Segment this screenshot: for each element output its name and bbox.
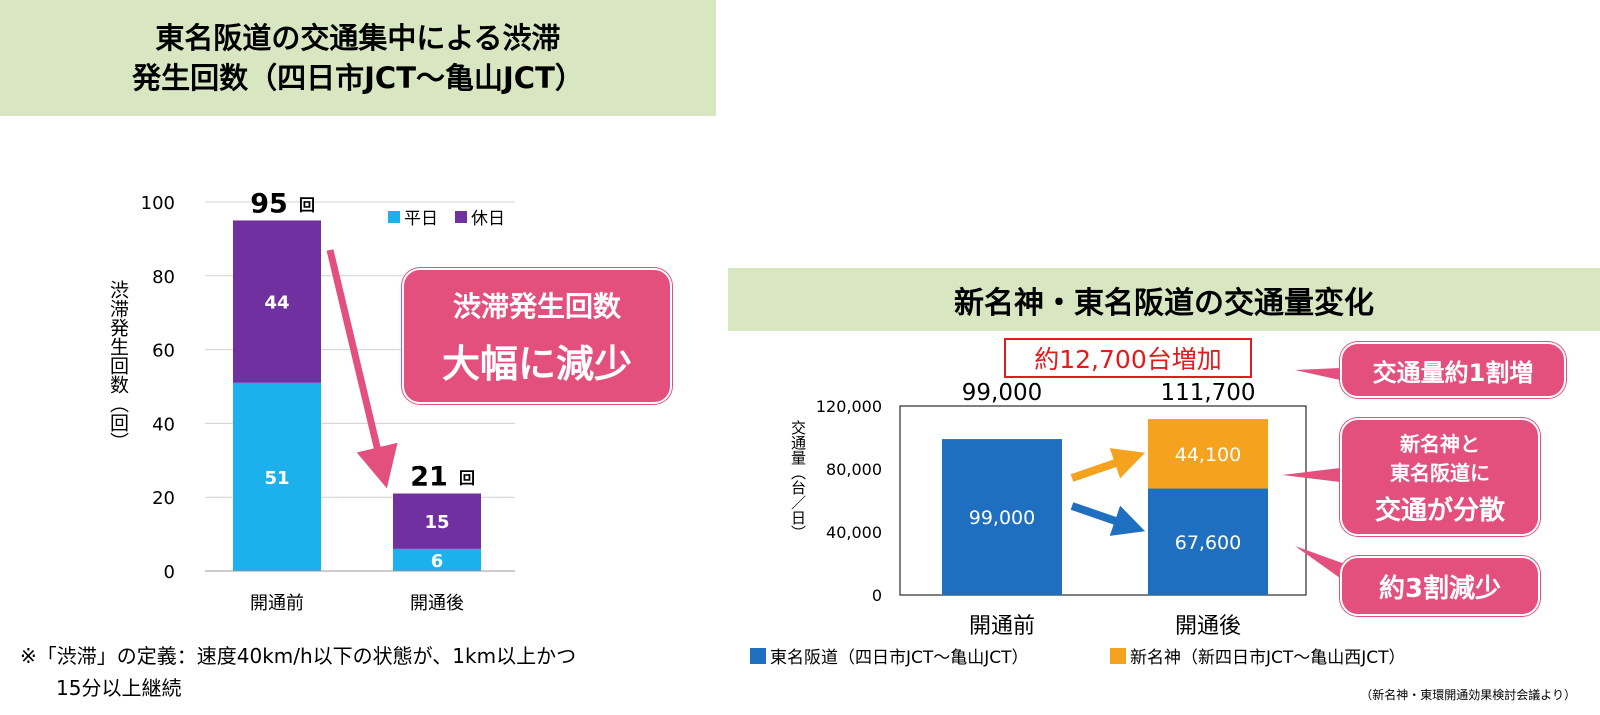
bar-value-label: 6 xyxy=(431,551,444,572)
bar-value-label: 67,600 xyxy=(1175,532,1241,554)
total-unit: 回 xyxy=(299,195,315,214)
increase-label: 約12,700台増加 xyxy=(1004,338,1252,378)
x-tick-label: 開通前 xyxy=(969,614,1035,639)
bar-segment xyxy=(942,439,1062,595)
callout-traffic-increase: 交通量約1割増 xyxy=(1340,342,1566,398)
y-tick-label: 40,000 xyxy=(826,523,882,542)
total-label: 111,700 xyxy=(1160,380,1255,406)
left-chart-title: 東名阪道の交通集中による渋滞 発生回数（四日市JCT～亀山JCT） xyxy=(0,0,716,116)
y-axis-label: 渋滞発生回数（回） xyxy=(107,280,129,451)
callout-line2: 大幅に減少 xyxy=(441,341,632,386)
arrow-to-tomei xyxy=(1070,502,1146,536)
bar-segment xyxy=(233,382,321,571)
total-label: 95 xyxy=(250,188,288,219)
total-unit: 回 xyxy=(459,469,475,488)
bar-value-label: 51 xyxy=(264,468,289,489)
legend-label-holiday: 休日 xyxy=(471,209,505,229)
callout-mid-line2: 東名阪道に xyxy=(1390,460,1490,485)
callout-line1: 渋滞発生回数 xyxy=(452,289,621,323)
bar-value-label: 44 xyxy=(264,293,289,314)
legend-swatch-holiday xyxy=(455,211,467,223)
footnote-line1: ※「渋滞」の定義：速度40km/h以下の状態が、1km以上かつ xyxy=(20,644,577,668)
decrease-arrow xyxy=(326,249,398,489)
bar-segment xyxy=(393,493,481,549)
callout-pointer-top xyxy=(1295,368,1340,380)
left-title-line1: 東名阪道の交通集中による渋滞 xyxy=(155,21,561,55)
callout-traffic-distributed: 新名神と 東名阪道に 交通が分散 xyxy=(1340,418,1540,536)
bar-segment xyxy=(1148,419,1268,489)
plot-frame xyxy=(899,405,1307,596)
y-tick-label: 0 xyxy=(872,586,882,605)
source-note: （新名神・東環開通効果検討会議より） xyxy=(1360,688,1576,702)
bar-segment xyxy=(393,548,481,571)
y-tick-label: 80,000 xyxy=(826,460,882,479)
y-tick-label: 100 xyxy=(141,193,175,214)
legend-swatch-tomei xyxy=(750,648,766,664)
y-tick-label: 20 xyxy=(152,488,175,509)
bar-value-label: 99,000 xyxy=(969,507,1035,529)
legend-swatch-weekday xyxy=(388,211,400,223)
callout-traffic-decrease: 約3割減少 xyxy=(1340,556,1540,616)
legend-label-shinmeishin: 新名神（新四日市JCT～亀山西JCT） xyxy=(1130,648,1406,668)
arrow-to-shinmeishin xyxy=(1070,448,1146,482)
bar-segment xyxy=(1148,488,1268,595)
y-axis-label: 交通量（台／日） xyxy=(789,419,807,540)
footnote-line2: 15分以上継続 xyxy=(56,676,182,700)
legend-label-tomei: 東名阪道（四日市JCT～亀山JCT） xyxy=(770,648,1029,668)
total-label: 21 xyxy=(410,462,448,493)
callout-congestion-decrease: 渋滞発生回数 大幅に減少 xyxy=(402,268,672,404)
callout-mid-line3: 交通が分散 xyxy=(1374,495,1505,526)
bar-value-label: 15 xyxy=(424,512,449,533)
callout-mid-line1: 新名神と xyxy=(1400,431,1480,456)
x-tick-label: 開通後 xyxy=(1175,614,1241,639)
total-label: 99,000 xyxy=(962,380,1042,406)
left-title-line2: 発生回数（四日市JCT～亀山JCT） xyxy=(132,61,584,95)
y-tick-label: 80 xyxy=(152,267,175,288)
bar-value-label: 44,100 xyxy=(1175,444,1241,466)
y-tick-label: 60 xyxy=(152,341,175,362)
legend-swatch-shinmeishin xyxy=(1110,648,1126,664)
legend-label-weekday: 平日 xyxy=(404,209,438,229)
y-tick-label: 0 xyxy=(164,562,175,583)
bar-segment xyxy=(233,220,321,383)
y-tick-label: 40 xyxy=(152,414,175,435)
right-chart-title: 新名神・東名阪道の交通量変化 xyxy=(728,268,1600,331)
right-stacked-bar-chart: 0 40,000 80,000 120,000 交通量（台／日） 99,000 99,000… xyxy=(750,368,1406,668)
x-tick-label: 開通前 xyxy=(250,593,304,614)
y-tick-label: 120,000 xyxy=(816,397,882,416)
x-tick-label: 開通後 xyxy=(410,593,464,614)
callout-pointer-mid xyxy=(1282,468,1340,482)
